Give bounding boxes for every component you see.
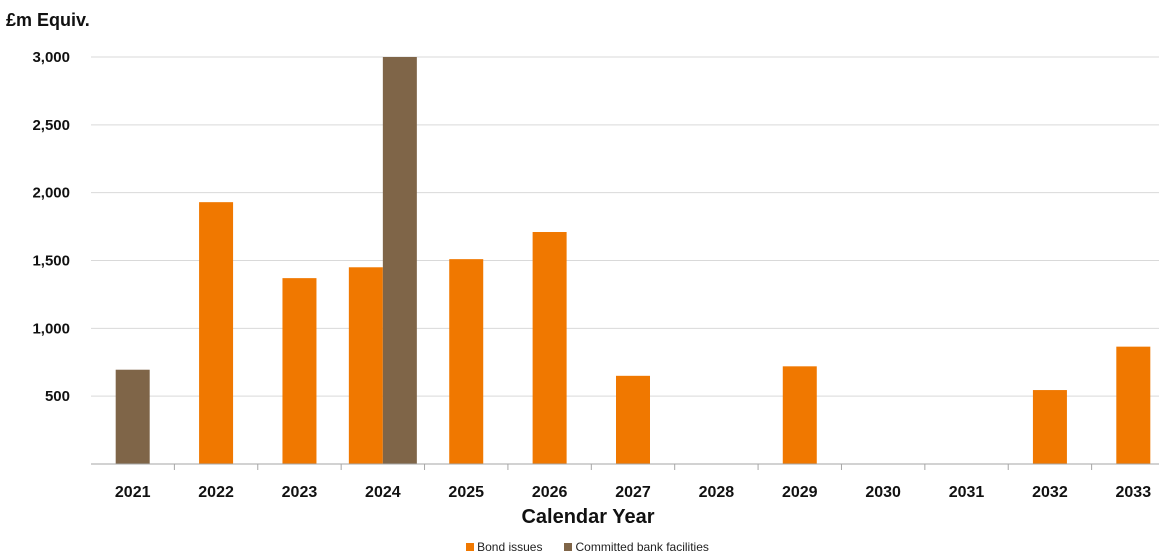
bar-committed-bank-facilities-2021: [115, 369, 150, 464]
legend-item-bond-issues: Bond issues: [466, 540, 542, 554]
x-tick-label: 2024: [365, 484, 401, 501]
x-tick-label: 2025: [448, 484, 484, 501]
y-tick-label: 1,500: [32, 253, 70, 270]
bar-committed-bank-facilities-2024: [382, 57, 417, 464]
x-tick-label: 2021: [115, 484, 151, 501]
gridlines: [91, 56, 1159, 397]
legend-swatch-committed-bank-facilities: [564, 543, 573, 551]
x-tick-label: 2031: [949, 484, 985, 501]
y-tick-label: 2,000: [32, 185, 70, 202]
y-axis-unit-label: £m Equiv.: [6, 10, 90, 30]
bar-bond-issues-2025: [449, 259, 484, 464]
x-tick-label: 2029: [782, 484, 818, 501]
x-tick-label: 2026: [532, 484, 568, 501]
y-axis-ticks: 500 1,000 1,500 2,000 2,500 3,000: [32, 49, 70, 405]
x-tick-label: 2023: [282, 484, 318, 501]
x-tick-label: 2033: [1116, 484, 1152, 501]
x-axis-title: Calendar Year: [521, 506, 654, 528]
x-tick-label: 2030: [865, 484, 901, 501]
bar-bond-issues-2032: [1032, 390, 1067, 464]
bar-bond-issues-2023: [282, 278, 317, 464]
y-tick-label: 500: [45, 388, 70, 405]
bar-bond-issues-2029: [782, 366, 817, 464]
legend-label-bond-issues: Bond issues: [477, 540, 543, 554]
bar-bond-issues-2027: [616, 375, 650, 464]
x-axis-ticks: 2021 2022 2023 2024 2025 2026 2027 2028 2029 2030…: [115, 484, 1151, 501]
legend-swatch-bond-issues: [466, 543, 475, 551]
x-tick-label: 2032: [1032, 484, 1068, 501]
legend-item-committed-bank-facilities: Committed bank facilities: [564, 540, 709, 554]
x-axis: [91, 463, 1159, 470]
y-tick-label: 2,500: [32, 117, 70, 134]
bar-bond-issues-2026: [532, 232, 567, 464]
legend: Bond issues Committed bank facilities: [0, 540, 1175, 554]
bars: [115, 57, 1151, 464]
x-tick-label: 2027: [615, 484, 651, 501]
bar-bond-issues-2024: [348, 267, 383, 464]
bar-bond-issues-2022: [199, 202, 234, 464]
legend-label-committed-bank-facilities: Committed bank facilities: [575, 540, 709, 554]
x-tick-label: 2028: [699, 484, 735, 501]
y-tick-label: 3,000: [32, 49, 70, 66]
y-tick-label: 1,000: [32, 320, 70, 337]
x-tick-label: 2022: [198, 484, 234, 501]
bar-bond-issues-2033: [1116, 346, 1151, 464]
